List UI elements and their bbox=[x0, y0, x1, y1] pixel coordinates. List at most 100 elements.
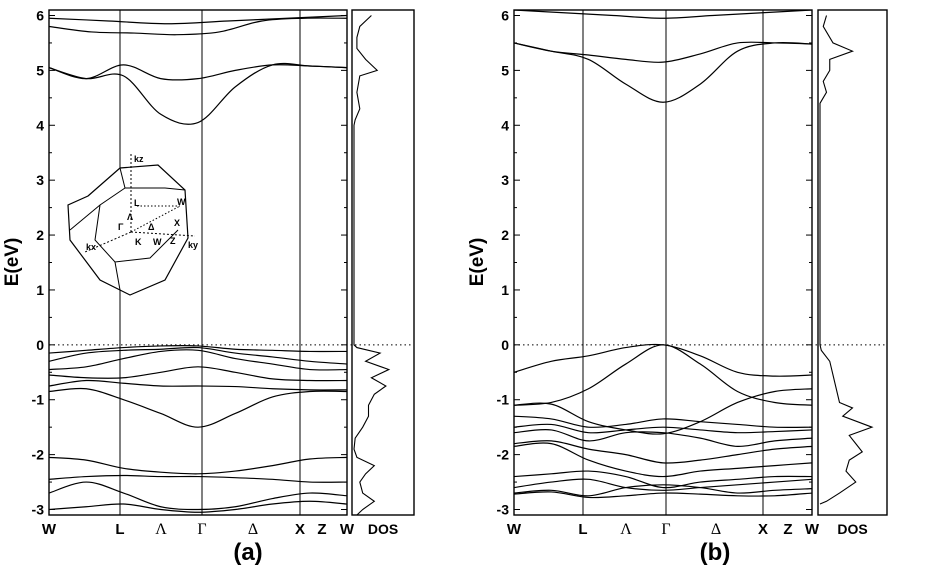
ytick-label: -3 bbox=[32, 502, 45, 518]
kpoint-label: L bbox=[115, 521, 124, 538]
band-line bbox=[514, 478, 812, 491]
dos-frame bbox=[817, 9, 888, 516]
bands bbox=[514, 10, 812, 499]
band-line bbox=[49, 349, 347, 371]
kpoint-label: Z bbox=[317, 521, 326, 538]
bz-point-label: Δ bbox=[148, 222, 155, 232]
bz-point-label: L bbox=[134, 198, 140, 208]
bz-point-label: W bbox=[153, 237, 162, 247]
band-line bbox=[49, 62, 347, 125]
dos-curve bbox=[819, 15, 874, 505]
ytick-label: 4 bbox=[36, 117, 44, 133]
bz-point-label: Λ bbox=[127, 212, 133, 222]
band-line bbox=[514, 423, 812, 434]
band-line bbox=[49, 64, 347, 81]
ytick-label: 0 bbox=[36, 337, 44, 353]
bz-outline bbox=[67, 164, 189, 296]
band-line bbox=[49, 346, 347, 365]
kpoint-label: W bbox=[340, 521, 355, 538]
band-line bbox=[514, 344, 812, 406]
ky-axis bbox=[130, 231, 196, 237]
band-line bbox=[514, 470, 812, 489]
kpoint-label: Z bbox=[783, 521, 792, 538]
band-line bbox=[514, 442, 812, 478]
band-line bbox=[49, 474, 347, 483]
ytick-label: 4 bbox=[501, 117, 509, 133]
band-line bbox=[514, 484, 812, 497]
ytick-label: -2 bbox=[32, 447, 45, 463]
band-line bbox=[49, 366, 347, 382]
ytick-label: 1 bbox=[501, 282, 509, 298]
dos-label: DOS bbox=[837, 521, 867, 537]
band-line bbox=[514, 41, 812, 103]
bz-point-label: X bbox=[174, 218, 180, 228]
band-line bbox=[49, 500, 347, 513]
bz-point-label: kz bbox=[134, 154, 144, 164]
band-line bbox=[514, 10, 812, 19]
band-line bbox=[49, 17, 347, 36]
band-line bbox=[514, 41, 812, 63]
ytick-label: -1 bbox=[497, 392, 510, 408]
kpoint-label: Γ bbox=[661, 521, 670, 538]
bz-face-edge bbox=[114, 261, 121, 291]
band-line bbox=[514, 491, 812, 499]
kpoint-label: Λ bbox=[620, 521, 632, 538]
ytick-label: -3 bbox=[497, 502, 510, 518]
bz-point-label: ky bbox=[188, 240, 198, 250]
dos-label: DOS bbox=[368, 521, 398, 537]
y-axis-label: E(eV) bbox=[2, 238, 23, 287]
band-line bbox=[49, 14, 347, 25]
ytick-label: 2 bbox=[501, 227, 509, 243]
ytick-label: 0 bbox=[501, 337, 509, 353]
bz-point-label: Z bbox=[170, 236, 176, 246]
panel-label: (b) bbox=[700, 539, 731, 566]
kpoint-label: X bbox=[758, 521, 768, 538]
bz-point-label: W bbox=[177, 197, 186, 207]
ytick-label: -1 bbox=[32, 392, 45, 408]
dos-curve bbox=[353, 15, 391, 516]
band-line bbox=[49, 379, 347, 391]
kx-axis bbox=[84, 231, 132, 253]
dos-frame bbox=[351, 9, 415, 516]
kpoint-label: Δ bbox=[248, 521, 258, 538]
band-frame bbox=[513, 9, 813, 516]
ytick-label: 6 bbox=[36, 7, 44, 23]
kpoint-label: Γ bbox=[197, 521, 206, 538]
band-line bbox=[514, 415, 812, 428]
band-line bbox=[49, 481, 347, 511]
bz-point-label: K bbox=[135, 237, 142, 247]
kpoint-label: W bbox=[42, 521, 57, 538]
ytick-label: 6 bbox=[501, 7, 509, 23]
band-line bbox=[49, 456, 347, 475]
band-line bbox=[514, 440, 812, 464]
ytick-label: -2 bbox=[497, 447, 510, 463]
bz-point-label: Γ bbox=[118, 222, 124, 232]
bands bbox=[49, 14, 347, 513]
band-line bbox=[49, 387, 347, 428]
bz-path bbox=[130, 205, 181, 233]
kpoint-label: W bbox=[805, 521, 820, 538]
ytick-label: 1 bbox=[36, 282, 44, 298]
band-line bbox=[514, 343, 812, 377]
kpoint-label: X bbox=[295, 521, 305, 538]
brillouin-zone-inset: kzL WΛΓ Δ XK W Zkx ky bbox=[67, 152, 198, 296]
panel-label: (a) bbox=[233, 539, 262, 566]
kpoint-label: Λ bbox=[155, 521, 167, 538]
bz-point-label: kx bbox=[86, 242, 96, 252]
band-line bbox=[514, 388, 812, 435]
bz-face-edge bbox=[119, 167, 186, 191]
ytick-label: 3 bbox=[36, 172, 44, 188]
band-line bbox=[49, 345, 347, 354]
y-axis-label: E(eV) bbox=[467, 238, 488, 287]
kpoint-label: L bbox=[578, 521, 587, 538]
ytick-label: 5 bbox=[36, 62, 44, 78]
band-line bbox=[514, 429, 812, 447]
ytick-label: 2 bbox=[36, 227, 44, 243]
kpoint-label: Δ bbox=[711, 521, 721, 538]
ytick-label: 3 bbox=[501, 172, 509, 188]
kpoint-label: W bbox=[507, 521, 522, 538]
ytick-label: 5 bbox=[501, 62, 509, 78]
